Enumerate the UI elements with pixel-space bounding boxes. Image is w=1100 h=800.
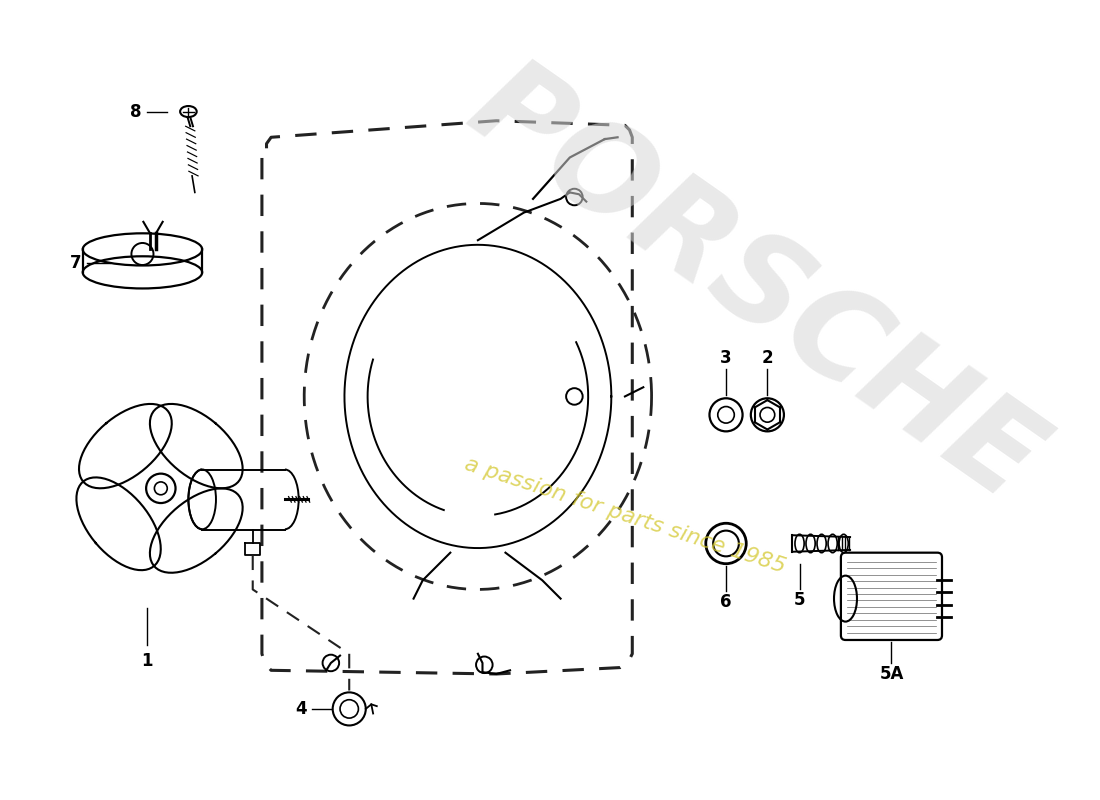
Text: 8: 8 — [130, 102, 142, 121]
Text: 6: 6 — [720, 594, 732, 611]
Text: 5: 5 — [794, 591, 805, 610]
Text: 4: 4 — [296, 700, 307, 718]
Text: 7: 7 — [69, 254, 81, 272]
Text: 3: 3 — [720, 349, 732, 367]
Text: 2: 2 — [761, 349, 773, 367]
Text: 1: 1 — [141, 652, 153, 670]
Text: 5A: 5A — [879, 665, 903, 683]
Text: PORSCHE: PORSCHE — [447, 46, 1062, 526]
Text: a passion for parts since 1985: a passion for parts since 1985 — [462, 454, 788, 578]
